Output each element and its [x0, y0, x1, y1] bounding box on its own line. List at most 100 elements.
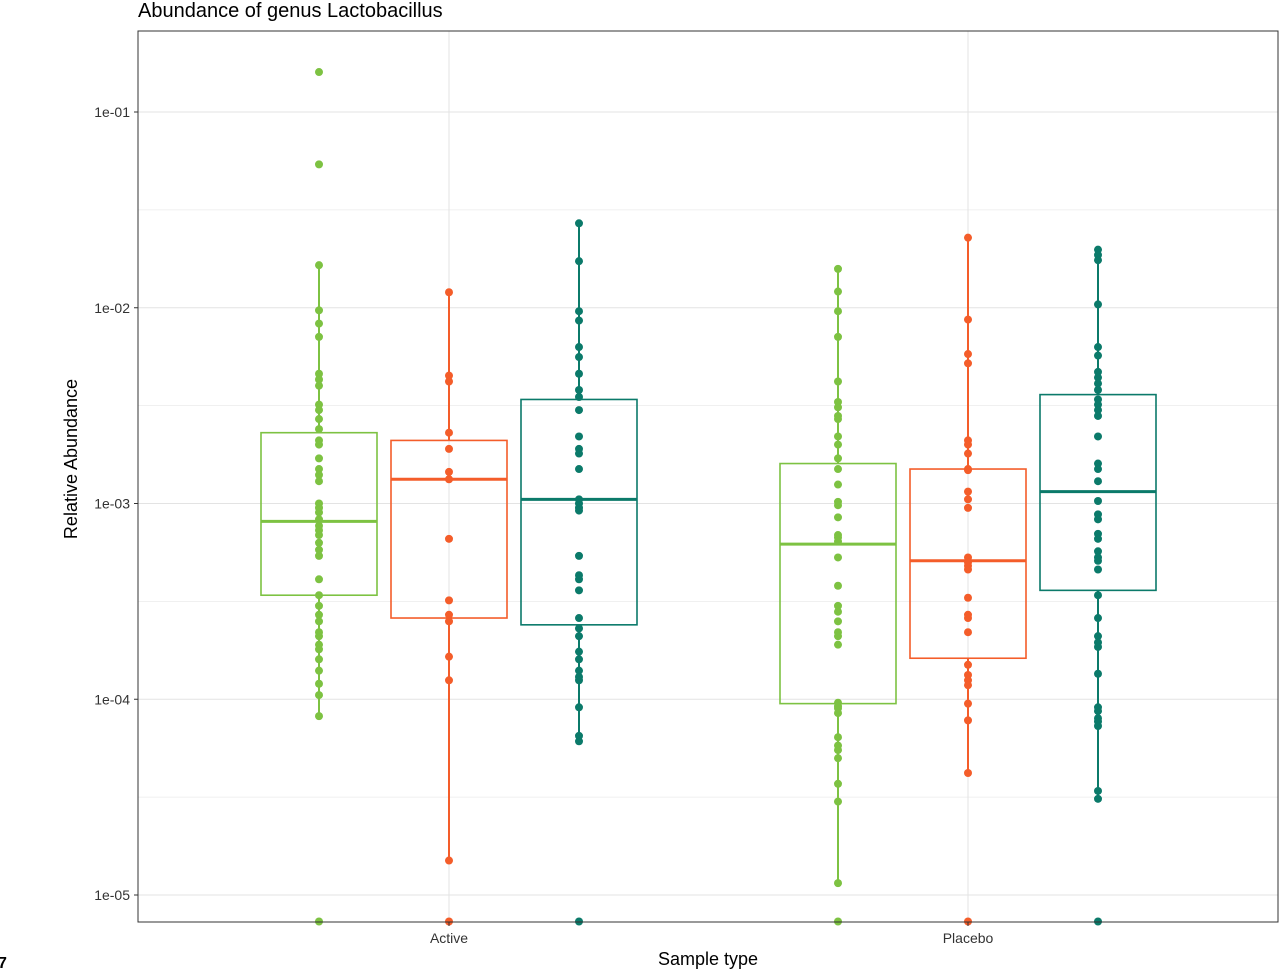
data-point — [834, 415, 842, 424]
data-point — [445, 610, 453, 619]
data-point — [575, 666, 583, 675]
y-tick-label: 1e-02 — [94, 300, 130, 316]
data-point — [575, 647, 583, 656]
y-tick-label: 1e-01 — [94, 104, 130, 120]
data-point — [445, 288, 453, 297]
data-point — [445, 676, 453, 685]
data-point — [315, 551, 323, 560]
data-point — [315, 645, 323, 654]
data-point — [1094, 477, 1102, 486]
data-point — [834, 746, 842, 755]
data-point — [1094, 786, 1102, 795]
y-axis-title: Relative Abundance — [61, 379, 81, 539]
data-point — [315, 538, 323, 547]
data-point — [964, 660, 972, 669]
data-point — [1094, 547, 1102, 556]
data-point — [315, 545, 323, 554]
data-point — [575, 316, 583, 325]
data-point — [315, 655, 323, 664]
data-point — [315, 332, 323, 341]
data-point — [575, 586, 583, 595]
x-tick-label: Placebo — [943, 930, 994, 946]
data-point — [575, 575, 583, 584]
data-point — [575, 551, 583, 560]
data-point — [575, 703, 583, 712]
data-point — [834, 537, 842, 546]
y-axis-ticks: 1e-05 1e-04 1e-03 1e-02 1e-01 — [94, 104, 138, 903]
x-tick-label: Active — [430, 930, 468, 946]
data-point — [964, 233, 972, 242]
data-point — [834, 553, 842, 562]
data-point — [834, 601, 842, 610]
data-point — [964, 716, 972, 725]
data-point — [315, 531, 323, 540]
data-point — [575, 307, 583, 316]
data-point — [575, 369, 583, 378]
data-point — [575, 632, 583, 641]
data-point — [834, 377, 842, 386]
data-point — [834, 632, 842, 641]
data-point — [964, 681, 972, 690]
data-point — [834, 617, 842, 626]
data-point — [315, 617, 323, 626]
data-point — [1094, 411, 1102, 420]
data-point — [834, 709, 842, 718]
data-point — [575, 655, 583, 664]
data-point — [1094, 367, 1102, 376]
data-point — [964, 495, 972, 504]
data-point — [315, 679, 323, 688]
data-point — [1094, 379, 1102, 388]
data-point — [315, 160, 323, 169]
data-point — [575, 676, 583, 685]
data-point — [445, 475, 453, 484]
data-point — [315, 406, 323, 415]
data-point — [964, 503, 972, 512]
data-point — [834, 287, 842, 296]
data-point — [964, 565, 972, 574]
data-point — [445, 856, 453, 865]
data-point — [834, 754, 842, 763]
data-point — [834, 733, 842, 742]
data-point — [575, 614, 583, 623]
data-point — [834, 454, 842, 463]
data-points — [315, 68, 1102, 926]
data-point — [445, 371, 453, 380]
data-point — [964, 449, 972, 458]
data-point — [834, 879, 842, 888]
data-point — [834, 607, 842, 616]
data-point — [964, 487, 972, 496]
data-point — [1094, 351, 1102, 360]
data-point — [1094, 400, 1102, 409]
data-point — [1094, 614, 1102, 623]
data-point — [315, 425, 323, 434]
data-point — [1094, 515, 1102, 524]
data-point — [834, 440, 842, 449]
data-point — [1094, 406, 1102, 415]
data-point — [964, 440, 972, 449]
data-point — [445, 467, 453, 476]
data-point — [1094, 642, 1102, 651]
data-point — [445, 444, 453, 453]
data-point — [575, 449, 583, 458]
data-point — [575, 392, 583, 401]
data-point — [834, 581, 842, 590]
data-point — [315, 400, 323, 409]
data-point — [315, 712, 323, 721]
data-point — [445, 652, 453, 661]
data-point — [964, 614, 972, 623]
corner-glyph: 7 — [0, 955, 7, 969]
data-point — [834, 513, 842, 522]
data-point — [1094, 669, 1102, 678]
data-point — [575, 353, 583, 362]
data-point — [964, 628, 972, 637]
data-point — [315, 381, 323, 390]
data-point — [445, 596, 453, 605]
data-point — [315, 610, 323, 619]
data-point — [834, 307, 842, 316]
data-point — [315, 319, 323, 328]
data-point — [315, 306, 323, 315]
data-point — [834, 332, 842, 341]
data-point — [315, 477, 323, 486]
